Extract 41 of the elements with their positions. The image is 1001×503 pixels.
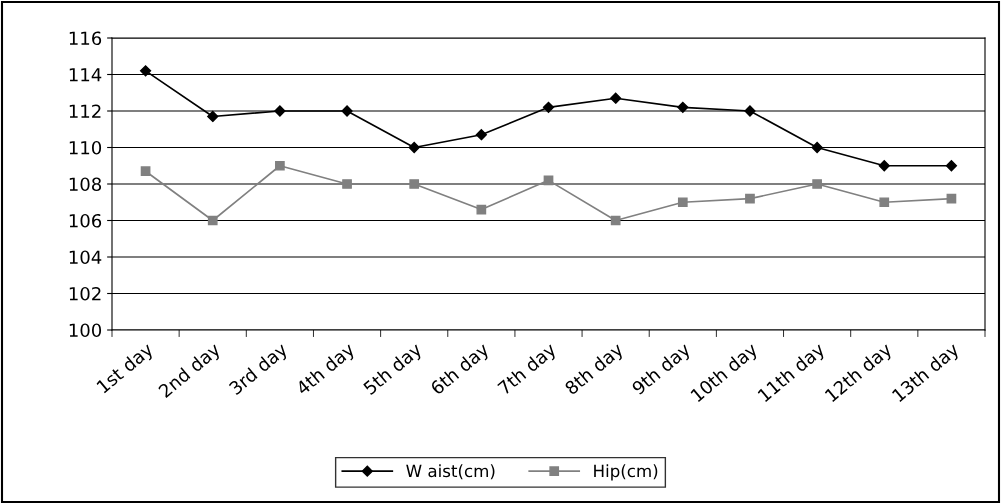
- point: [879, 197, 890, 208]
- y-tick-label: 104: [69, 250, 102, 265]
- point: [878, 160, 890, 172]
- y-tick-label: 102: [69, 286, 101, 301]
- point: [274, 105, 286, 117]
- point: [543, 175, 554, 186]
- x-tick-label: 6th day: [429, 341, 493, 399]
- point: [811, 141, 823, 154]
- point: [140, 166, 151, 177]
- x-tick-label: 4th day: [294, 341, 358, 399]
- legend-label: W aist(cm): [406, 464, 495, 480]
- point: [342, 179, 352, 189]
- point: [610, 92, 622, 104]
- point: [139, 65, 152, 77]
- point: [409, 179, 420, 189]
- point: [408, 141, 420, 154]
- y-tick-label: 110: [69, 140, 102, 155]
- point: [745, 193, 755, 204]
- y-tick-label: 114: [69, 68, 102, 82]
- point: [610, 215, 621, 226]
- point: [275, 160, 285, 171]
- point: [812, 179, 822, 189]
- x-tick-label: 5th day: [362, 341, 426, 398]
- y-tick-label: 106: [69, 213, 102, 228]
- point: [207, 110, 219, 123]
- y-tick-label: 116: [69, 31, 102, 46]
- point: [945, 160, 958, 172]
- point: [677, 197, 688, 208]
- point: [207, 215, 218, 226]
- point: [476, 204, 487, 215]
- point: [542, 101, 555, 113]
- x-tick-label: 3rd day: [228, 341, 291, 398]
- point: [475, 129, 487, 141]
- y-tick-label: 112: [69, 104, 101, 118]
- y-tick-label: 100: [69, 323, 102, 338]
- point: [677, 101, 689, 113]
- y-tick-label: 108: [69, 177, 102, 192]
- x-tick-label: 8th day: [563, 341, 627, 399]
- x-tick-label: 1st day: [95, 341, 157, 397]
- legend-label: Hip(cm): [594, 464, 658, 481]
- x-tick-label: 7th day: [496, 341, 560, 398]
